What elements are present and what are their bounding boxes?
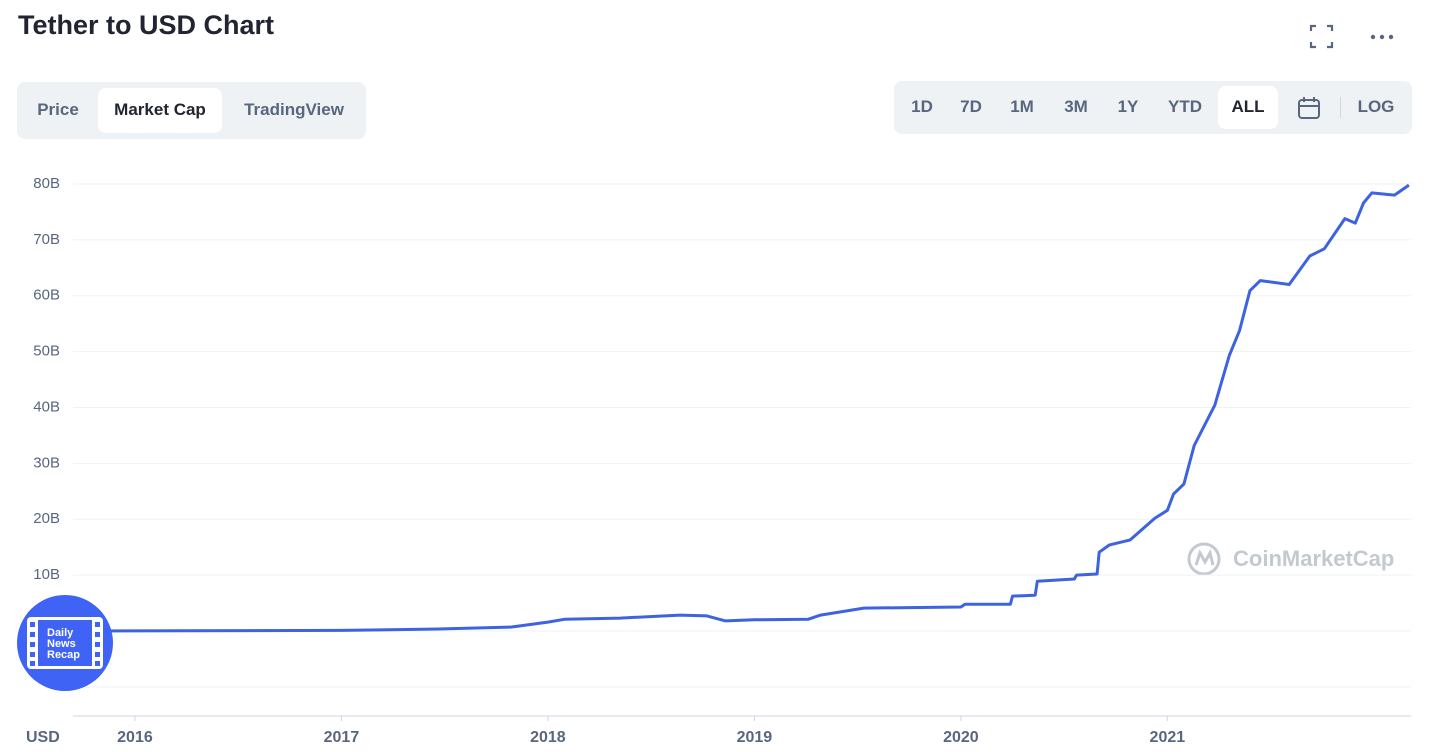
- y-tick-label: 10B: [33, 566, 60, 583]
- range-button[interactable]: 1Y: [1117, 97, 1139, 116]
- range-group: 1D 7D 1M 3M 1Y YTD ALL LOG: [894, 81, 1412, 134]
- range-button[interactable]: 3M: [1064, 97, 1088, 116]
- y-tick-label: 60B: [33, 287, 60, 304]
- x-tick-label: 2018: [530, 729, 566, 746]
- y-tick-label: 70B: [33, 231, 60, 248]
- y-tick-label: 20B: [33, 510, 60, 527]
- fullscreen-icon[interactable]: [1309, 24, 1334, 49]
- badge-text: Daily: [47, 627, 74, 639]
- tab-group: Price Market Cap TradingView: [17, 82, 366, 139]
- active-pill: [98, 88, 222, 133]
- watermark-text: CoinMarketCap: [1233, 546, 1394, 571]
- tab[interactable]: Price: [37, 100, 79, 119]
- x-tick-label: 2021: [1150, 729, 1186, 746]
- range-button[interactable]: 7D: [960, 97, 982, 116]
- news-badge[interactable]: Daily News Recap: [17, 595, 113, 691]
- x-tick-label: 2020: [943, 729, 979, 746]
- y-tick-label: 80B: [33, 175, 60, 192]
- range-button[interactable]: 1M: [1010, 97, 1034, 116]
- price-line: [75, 183, 1410, 633]
- y-tick-label: 40B: [33, 398, 60, 415]
- y-unit-label: USD: [26, 729, 60, 746]
- range-button[interactable]: YTD: [1168, 97, 1202, 116]
- y-tick-label: 30B: [33, 454, 60, 471]
- x-tick-label: 2017: [324, 729, 360, 746]
- toolbar-icons[interactable]: [1305, 22, 1405, 52]
- badge-text: Recap: [47, 649, 80, 661]
- calendar-icon[interactable]: [1297, 96, 1321, 120]
- watermark: CoinMarketCap: [1187, 542, 1394, 576]
- more-icon[interactable]: [1370, 34, 1394, 40]
- range-button[interactable]: LOG: [1357, 97, 1395, 116]
- badge-text: News: [47, 638, 76, 650]
- range-button[interactable]: 1D: [911, 97, 933, 116]
- chart-title: Tether to USD Chart: [18, 10, 275, 40]
- active-pill: [1218, 86, 1278, 129]
- tab[interactable]: Market Cap: [114, 100, 206, 119]
- x-tick-label: 2016: [117, 729, 153, 746]
- separator: [1340, 97, 1341, 118]
- range-button[interactable]: ALL: [1231, 97, 1265, 116]
- x-tick-label: 2019: [737, 729, 773, 746]
- y-tick-label: 50B: [33, 343, 60, 360]
- tab[interactable]: TradingView: [244, 100, 344, 119]
